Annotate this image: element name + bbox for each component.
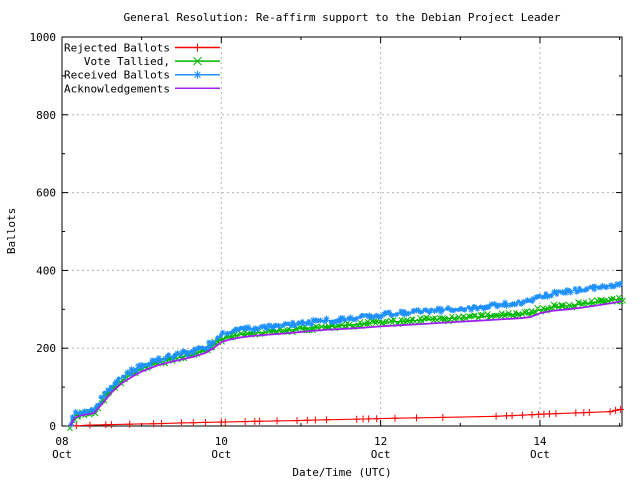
series-acknowledgements-line [69,300,623,427]
x-tick-label-day: 08 [55,435,68,448]
y-tick-label: 0 [49,420,56,433]
plot-area: 0200400600800100008Oct10Oct12Oct14OctRej… [30,31,626,461]
x-tick-label-month: Oct [371,448,391,461]
x-tick-label-month: Oct [530,448,550,461]
x-tick-label-day: 10 [215,435,228,448]
x-tick-label-month: Oct [52,448,72,461]
series-rejected-ballots-markers [72,405,624,430]
legend-label-vote-tallied: Vote Tallied, [84,55,170,68]
chart-title: General Resolution: Re-affirm support to… [123,11,560,24]
x-tick-label-month: Oct [211,448,231,461]
y-tick-label: 200 [36,342,56,355]
y-tick-label: 1000 [30,31,57,44]
legend-label-rejected-ballots: Rejected Ballots [64,42,170,55]
legend-label-acknowledgements: Acknowledgements [64,82,170,95]
legend-sample-marker-received-ballots [193,70,202,79]
y-tick-label: 600 [36,187,56,200]
x-tick-label-day: 12 [374,435,387,448]
legend-label-received-ballots: Received Ballots [64,69,170,82]
x-axis-label: Date/Time (UTC) [292,466,391,479]
y-tick-label: 800 [36,109,56,122]
x-tick-label-day: 14 [533,435,547,448]
y-axis-label: Ballots [5,208,18,254]
y-tick-label: 400 [36,264,56,277]
series-received-ballots-line [69,282,623,426]
legend-sample-marker-vote-tallied [193,56,202,66]
legend-sample-marker-rejected-ballots [193,43,202,52]
